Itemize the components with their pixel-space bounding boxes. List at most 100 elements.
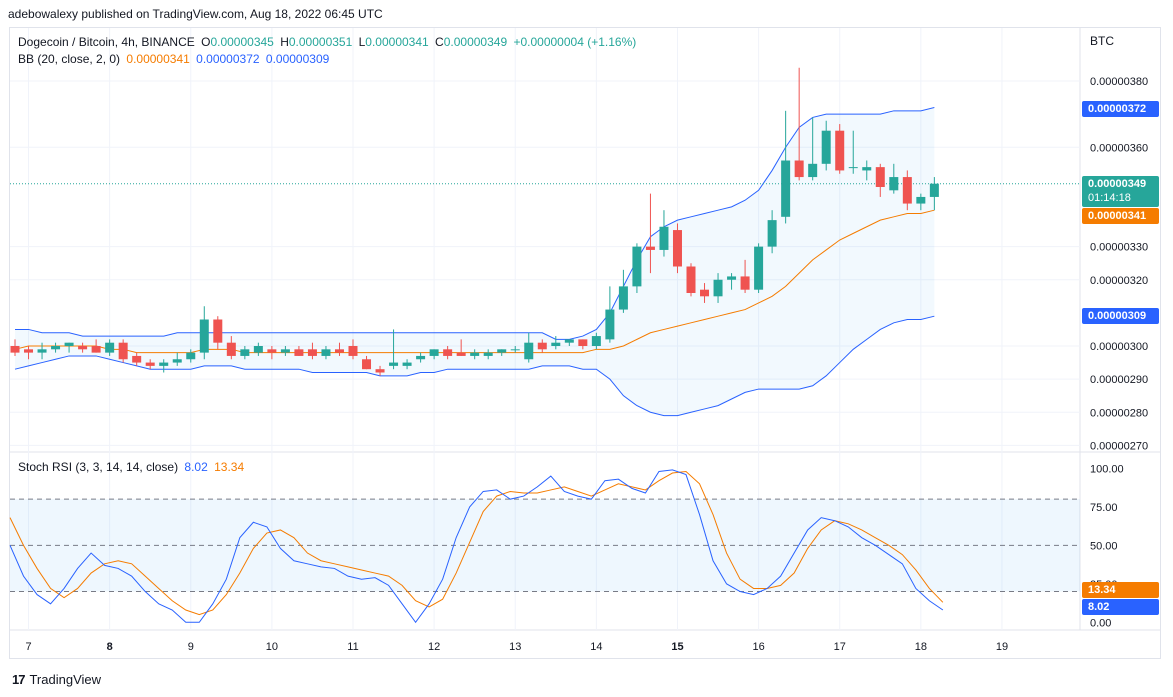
candle-up [416,352,426,363]
price-tick-label: 0.00000380 [1090,76,1148,88]
bb-legend: BB (20, close, 2, 0) 0.00000341 0.000003… [18,52,332,66]
candle-up [862,160,872,181]
candle-body [280,349,290,353]
candle-body [416,355,426,360]
candle-down [740,259,750,293]
x-tick-label: 13 [509,641,521,653]
change-value: +0.00000004 (+1.16%) [513,35,637,49]
candle-body [226,342,236,356]
candle-down [835,124,845,174]
candle-body [456,352,466,356]
candle-down [902,170,912,211]
price-tick-label: 0.00000320 [1090,275,1148,287]
candle-body [375,369,385,373]
candle-up [808,117,818,181]
stoch-k-tag: 8.02 [1082,599,1159,615]
chart-frame [9,27,1161,659]
x-tick-label: 17 [834,641,846,653]
candle-up [172,352,182,366]
candle-up [551,336,561,350]
candle-body [51,346,61,350]
stoch-tick-label: 75.00 [1090,502,1118,514]
candle-body [686,266,696,293]
tradingview-brand[interactable]: 17 TradingView [12,672,101,687]
candle-body [334,349,344,353]
candle-body [483,352,493,356]
x-tick-label: 15 [671,641,683,653]
candle-body [862,167,872,171]
candle-down [91,339,101,353]
candle-body [389,362,399,366]
brand-label: TradingView [29,672,102,687]
candle-down [24,346,34,360]
candle-body [821,130,831,164]
price-tick-label: 0.00000360 [1090,142,1148,154]
candle-down [578,339,588,350]
candle-body [253,346,263,353]
high-value: 0.00000351 [288,35,353,49]
stoch-k-line [9,469,944,624]
candle-up [186,349,196,363]
x-tick-label: 11 [347,641,358,653]
candle-up [199,306,209,360]
candle-body [564,339,574,343]
ohlc-legend: Dogecoin / Bitcoin, 4h, BINANCE O0.00000… [18,35,639,49]
last-price-tag: 0.00000349 01:14:18 [1082,176,1159,207]
candle-up [848,130,858,174]
price-tick-label: 0.00000300 [1090,341,1148,353]
bb-lower-value: 0.00000309 [265,52,330,66]
currency-label: BTC [1090,34,1114,48]
candle-body [132,355,142,363]
candle-down [132,352,142,366]
candle-body [362,359,372,370]
candle-body [105,342,115,353]
candle-body [929,183,939,197]
candle-body [700,289,710,297]
last-price-value: 0.00000349 [1088,178,1147,190]
candle-body [551,342,561,346]
stoch-k-value: 8.02 [184,460,208,474]
candle-body [767,220,777,247]
bb-basis-value: 0.00000341 [126,52,190,66]
candle-body [497,349,507,353]
stoch-d-tag: 13.34 [1082,582,1159,598]
candle-down [213,316,223,350]
candle-up [821,120,831,171]
candle-body [672,230,682,267]
open-label: O [201,35,211,49]
candle-up [389,329,399,370]
bb-lower-line [14,315,935,417]
candle-up [510,346,520,353]
candle-up [483,349,493,360]
candle-down [118,339,128,363]
x-tick-label: 16 [752,641,764,653]
tradingview-logo-icon: 17 [12,672,26,687]
candle-body [321,349,331,356]
candle-up [767,210,777,254]
candle-body [781,160,791,217]
candle-down [875,163,885,197]
candle-down [145,359,155,370]
candle-down [645,193,655,274]
close-label: C [435,35,444,49]
candle-up [754,243,764,293]
x-tick-label: 10 [266,641,278,653]
x-tick-label: 9 [188,641,194,653]
candle-up [659,210,669,257]
candle-down [334,342,344,356]
bb-upper-value: 0.00000372 [196,52,260,66]
candle-body [294,349,304,356]
candle-body [902,177,912,204]
candle-body [186,352,196,360]
bb-band-fill [15,107,935,416]
stoch-tick-label: 50.00 [1090,540,1118,552]
publisher-line: adebowalexy published on TradingView.com… [8,7,383,21]
candle-body [875,167,885,187]
low-label: L [358,35,366,49]
candle-body [213,319,223,343]
candle-body [727,276,737,280]
candle-body [632,246,642,287]
bb-upper-tag: 0.00000372 [1082,101,1159,117]
candle-body [618,286,628,310]
